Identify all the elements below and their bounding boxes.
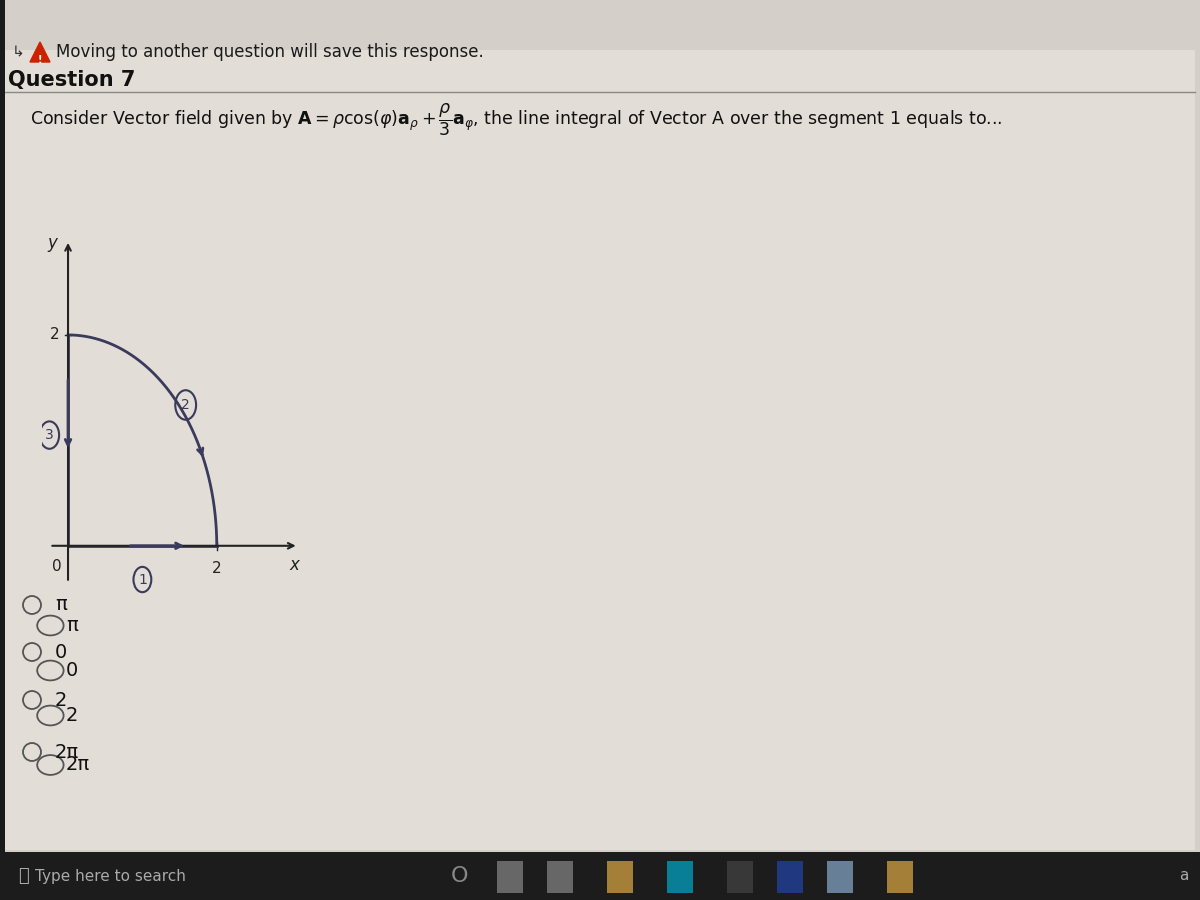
Text: 2π: 2π bbox=[55, 742, 79, 761]
FancyBboxPatch shape bbox=[0, 852, 1200, 900]
FancyBboxPatch shape bbox=[887, 861, 913, 893]
Text: 2: 2 bbox=[55, 690, 67, 709]
FancyBboxPatch shape bbox=[778, 861, 803, 893]
FancyBboxPatch shape bbox=[547, 861, 574, 893]
FancyBboxPatch shape bbox=[667, 861, 694, 893]
Polygon shape bbox=[30, 42, 50, 62]
Text: ↳: ↳ bbox=[12, 44, 25, 59]
Text: Consider Vector field given by $\mathbf{A} = \rho\cos(\varphi)\mathbf{a}_\rho + : Consider Vector field given by $\mathbf{… bbox=[30, 102, 1002, 139]
FancyBboxPatch shape bbox=[0, 0, 5, 852]
Text: π: π bbox=[66, 616, 78, 635]
Text: 2: 2 bbox=[50, 328, 60, 342]
Text: a: a bbox=[1178, 868, 1188, 884]
FancyBboxPatch shape bbox=[607, 861, 634, 893]
FancyBboxPatch shape bbox=[497, 861, 523, 893]
Text: !: ! bbox=[37, 55, 42, 65]
Text: Type here to search: Type here to search bbox=[35, 868, 186, 884]
Text: 3: 3 bbox=[46, 428, 54, 442]
Text: 1: 1 bbox=[138, 572, 146, 587]
FancyBboxPatch shape bbox=[727, 861, 754, 893]
Text: O: O bbox=[451, 866, 469, 886]
Text: $y$: $y$ bbox=[47, 237, 59, 255]
Text: Moving to another question will save this response.: Moving to another question will save thi… bbox=[56, 43, 484, 61]
Text: π: π bbox=[55, 596, 67, 615]
Text: 2: 2 bbox=[181, 398, 190, 412]
Text: 2π: 2π bbox=[66, 755, 90, 775]
FancyBboxPatch shape bbox=[827, 861, 853, 893]
Text: ⌕: ⌕ bbox=[18, 867, 29, 885]
Text: 0: 0 bbox=[55, 643, 67, 662]
FancyBboxPatch shape bbox=[5, 50, 1195, 850]
Text: 0: 0 bbox=[52, 560, 61, 574]
Text: 2: 2 bbox=[66, 706, 78, 725]
Text: 0: 0 bbox=[66, 661, 78, 680]
Text: Question 7: Question 7 bbox=[8, 70, 136, 90]
Text: 2: 2 bbox=[212, 562, 222, 577]
Text: $x$: $x$ bbox=[289, 556, 301, 574]
